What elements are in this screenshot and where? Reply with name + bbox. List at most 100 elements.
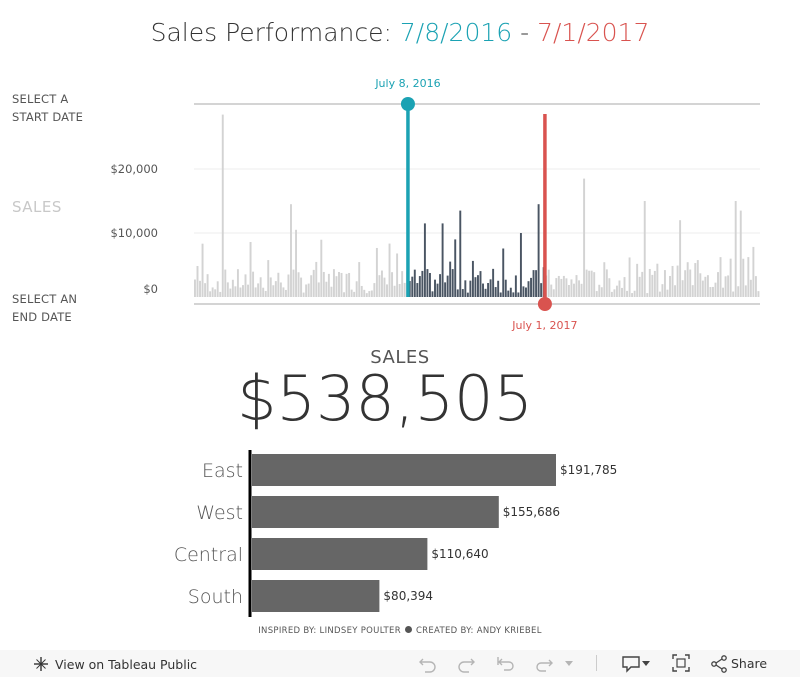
daily-sales-bar [239, 287, 242, 297]
daily-sales-bar [284, 289, 287, 297]
daily-sales-bar [724, 276, 727, 297]
daily-sales-bar [295, 229, 297, 297]
comment-dropdown-icon[interactable] [641, 660, 651, 668]
daily-sales-bar [742, 258, 745, 297]
share-label[interactable]: Share [731, 656, 768, 671]
daily-sales-bar [211, 287, 214, 297]
daily-sales-bar [290, 204, 292, 297]
fullscreen-icon[interactable] [672, 654, 690, 672]
region-bar[interactable] [252, 580, 380, 612]
daily-sales-bar [199, 280, 201, 297]
daily-sales-bar [757, 291, 760, 297]
daily-sales-bar [441, 223, 444, 297]
daily-sales-bar [585, 269, 588, 297]
daily-sales-bar [600, 287, 603, 297]
daily-sales-bar [272, 285, 275, 297]
region-bar[interactable] [252, 538, 428, 570]
daily-sales-bar [689, 269, 692, 297]
daily-sales-bar [484, 288, 487, 297]
daily-sales-bar [446, 275, 449, 297]
share-icon[interactable] [710, 655, 728, 673]
daily-sales-bar [287, 274, 290, 297]
daily-sales-bar [282, 287, 285, 297]
daily-sales-bar [444, 282, 447, 297]
daily-sales-bar [519, 233, 522, 297]
daily-sales-bar [302, 292, 305, 297]
comment-icon[interactable] [621, 655, 641, 673]
daily-sales-bar [325, 281, 328, 297]
redo-icon[interactable] [456, 655, 476, 673]
daily-sales-bar [656, 263, 659, 297]
undo-icon[interactable] [418, 655, 438, 673]
daily-sales-bar [691, 285, 694, 297]
daily-sales-bar [588, 270, 591, 297]
daily-sales-bar [749, 279, 752, 297]
daily-sales-bar [274, 281, 277, 297]
daily-sales-bar [257, 283, 260, 297]
daily-sales-bar [449, 261, 452, 297]
tableau-logo-icon [34, 657, 48, 671]
daily-sales-bar [727, 275, 730, 297]
daily-sales-bar [219, 291, 222, 297]
daily-sales-bar [605, 269, 608, 297]
daily-sales-bar [583, 178, 586, 297]
daily-sales-bar [636, 263, 639, 297]
refresh-dropdown-icon[interactable] [564, 660, 574, 668]
daily-sales-bar [701, 280, 704, 297]
daily-sales-bar [391, 272, 394, 297]
daily-sales-bar [338, 272, 340, 297]
daily-sales-bar [580, 283, 583, 297]
revert-icon[interactable] [496, 655, 516, 673]
daily-sales-bar [355, 281, 358, 297]
daily-sales-bar [358, 262, 361, 297]
end-date-handle[interactable] [537, 297, 552, 311]
toolbar-divider [596, 655, 597, 671]
daily-sales-bar [626, 290, 629, 297]
daily-sales-bar [231, 279, 234, 297]
region-bar[interactable] [252, 454, 556, 486]
credit-inspired: INSPIRED BY: LINDSEY POULTER [258, 626, 401, 636]
daily-sales-bar [734, 201, 737, 297]
region-value-label: $155,686 [503, 505, 560, 519]
kpi-label: SALES [370, 347, 430, 368]
daily-sales-bar [618, 280, 621, 297]
refresh-icon[interactable] [534, 655, 554, 673]
daily-sales-bar [196, 266, 199, 297]
daily-sales-bar [502, 248, 505, 297]
daily-sales-bar [464, 280, 467, 297]
daily-sales-bar [201, 243, 204, 297]
daily-sales-bar [461, 289, 464, 297]
daily-sales-bar [421, 270, 424, 297]
daily-sales-bar [388, 243, 391, 297]
credit-created: CREATED BY: ANDY KRIEBEL [415, 626, 542, 636]
daily-sales-bar [754, 276, 757, 297]
daily-sales-bar [540, 283, 543, 297]
daily-sales-bar [411, 276, 414, 297]
daily-sales-bar [350, 289, 353, 297]
daily-sales-bar [573, 283, 575, 297]
daily-sales-bar [737, 286, 740, 297]
daily-sales-bar [403, 282, 406, 297]
region-bar-chart[interactable]: East $191,785 West $155,686 Central $110,640 S… [0, 445, 800, 620]
daily-sales-bar [674, 285, 677, 297]
daily-sales-bar [436, 283, 439, 297]
start-date-handle[interactable] [400, 97, 415, 111]
daily-sales-bar [262, 287, 265, 297]
title-separator: - [512, 18, 538, 47]
daily-sales-bar [744, 285, 747, 297]
daily-sales-bar [686, 262, 689, 297]
daily-sales-bar [363, 289, 366, 297]
sales-timeline-chart[interactable]: $0 $10,000 $20,000 July 8, 2016 July 1, 2017 [0, 70, 800, 340]
daily-sales-bar [706, 275, 709, 297]
view-on-tableau-link[interactable]: View on Tableau Public [33, 656, 197, 672]
daily-sales-bar [676, 265, 679, 297]
daily-sales-bar [522, 286, 525, 297]
title-start-date: 7/8/2016 [399, 18, 513, 47]
daily-sales-bar [535, 270, 538, 297]
daily-sales-bar [590, 270, 593, 297]
daily-sales-bar [504, 279, 507, 297]
daily-sales-bar [681, 280, 684, 297]
daily-sales-bar [267, 260, 270, 297]
region-bar[interactable] [252, 496, 499, 528]
daily-sales-bar [615, 285, 618, 297]
